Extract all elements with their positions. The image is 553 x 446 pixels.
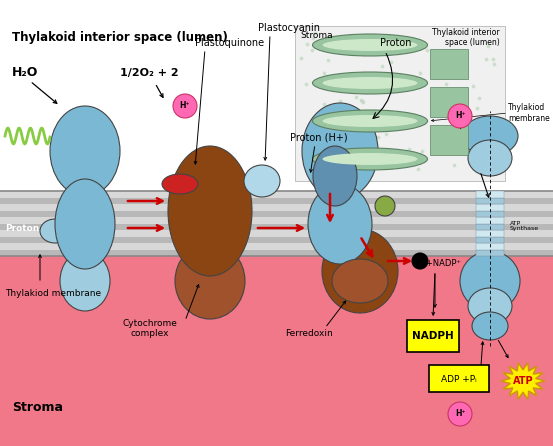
Bar: [476, 223, 504, 230]
Ellipse shape: [468, 288, 512, 324]
Ellipse shape: [322, 153, 418, 165]
Text: Thylakiod
membrane: Thylakiod membrane: [508, 103, 550, 123]
Bar: [0, 226, 553, 446]
Text: Cytochrome
complex: Cytochrome complex: [123, 318, 178, 338]
Bar: [0, 217, 553, 223]
Text: Plastocyanin: Plastocyanin: [258, 23, 320, 33]
Ellipse shape: [468, 140, 512, 176]
Bar: [476, 243, 504, 249]
Bar: [0, 198, 553, 204]
Ellipse shape: [332, 259, 388, 303]
Ellipse shape: [50, 106, 120, 196]
Ellipse shape: [175, 243, 245, 319]
FancyBboxPatch shape: [429, 365, 489, 392]
Bar: [0, 211, 553, 217]
Text: H⁺+NADP⁺: H⁺+NADP⁺: [415, 259, 461, 268]
Bar: [0, 236, 553, 243]
Bar: [476, 204, 504, 211]
Bar: [476, 249, 504, 256]
Bar: [476, 236, 504, 243]
Bar: [430, 87, 468, 117]
Text: ADP +Pᵢ: ADP +Pᵢ: [441, 375, 477, 384]
Ellipse shape: [55, 179, 115, 269]
Text: Plastoquinone: Plastoquinone: [195, 38, 264, 48]
Bar: [476, 211, 504, 217]
Text: ATP
Synthase: ATP Synthase: [510, 221, 539, 231]
Text: Thylakiod membrane: Thylakiod membrane: [5, 289, 101, 298]
Bar: [476, 191, 504, 198]
FancyBboxPatch shape: [407, 320, 459, 352]
Ellipse shape: [460, 251, 520, 311]
Ellipse shape: [302, 103, 378, 199]
Ellipse shape: [60, 251, 110, 311]
Bar: [295, 26, 505, 181]
Ellipse shape: [322, 229, 398, 313]
Ellipse shape: [462, 116, 518, 156]
Bar: [0, 249, 553, 256]
Ellipse shape: [244, 165, 280, 197]
Polygon shape: [501, 363, 545, 399]
Text: Proton: Proton: [380, 38, 411, 48]
Circle shape: [412, 253, 428, 269]
Ellipse shape: [312, 148, 427, 170]
Ellipse shape: [312, 34, 427, 56]
Bar: [476, 230, 504, 236]
Ellipse shape: [322, 115, 418, 127]
Ellipse shape: [322, 39, 418, 51]
Bar: [476, 198, 504, 204]
Text: Proton (H+): Proton (H+): [290, 133, 348, 143]
Bar: [0, 223, 553, 230]
Text: Ferredoxin: Ferredoxin: [285, 329, 333, 338]
Text: Stroma: Stroma: [12, 401, 63, 414]
Ellipse shape: [472, 312, 508, 340]
Ellipse shape: [322, 77, 418, 89]
Circle shape: [448, 402, 472, 426]
Ellipse shape: [312, 110, 427, 132]
Bar: [0, 204, 553, 211]
Text: Proton: Proton: [5, 224, 39, 233]
Text: H⁺: H⁺: [455, 409, 465, 418]
Bar: [476, 217, 504, 223]
Text: H₂O: H₂O: [12, 66, 38, 79]
Ellipse shape: [40, 219, 70, 243]
Text: 1/2O₂ + 2: 1/2O₂ + 2: [120, 68, 179, 78]
Ellipse shape: [313, 146, 357, 206]
Circle shape: [448, 104, 472, 128]
Ellipse shape: [168, 146, 252, 276]
Text: Thylakoid interior
space (lumen): Thylakoid interior space (lumen): [432, 28, 500, 47]
Circle shape: [173, 94, 197, 118]
Ellipse shape: [308, 184, 372, 264]
Bar: [0, 243, 553, 249]
Bar: [430, 125, 468, 155]
Text: ATP: ATP: [513, 376, 533, 386]
Text: Thylakoid interior space (lumen): Thylakoid interior space (lumen): [12, 31, 228, 44]
Bar: [0, 191, 553, 198]
Ellipse shape: [375, 196, 395, 216]
Bar: [0, 230, 553, 236]
Bar: [430, 49, 468, 79]
Text: H⁺: H⁺: [455, 112, 465, 120]
Ellipse shape: [312, 72, 427, 94]
Text: H⁺: H⁺: [180, 102, 190, 111]
Text: Stroma: Stroma: [300, 31, 332, 40]
Text: NADPH: NADPH: [412, 331, 454, 341]
Ellipse shape: [162, 174, 198, 194]
